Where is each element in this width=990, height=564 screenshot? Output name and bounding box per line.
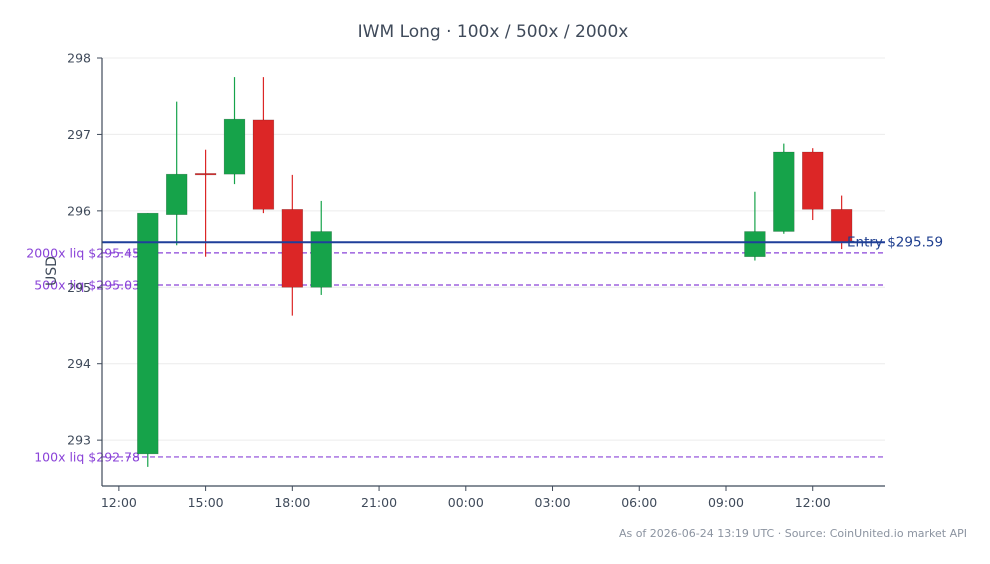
- candle-up: [223, 77, 246, 185]
- entry-line-group: Entry $295.59: [102, 235, 943, 251]
- candle-down: [252, 77, 275, 214]
- x-tick-label: 15:00: [188, 495, 224, 510]
- x-tick-label: 09:00: [708, 495, 744, 510]
- y-tick-label: 293: [67, 433, 91, 448]
- y-axis-label: USD: [44, 256, 60, 286]
- candle-body: [802, 151, 824, 210]
- x-tick-label: 12:00: [101, 495, 137, 510]
- candle-down: [830, 195, 853, 250]
- candle-down: [281, 174, 304, 316]
- liquidation-label: 2000x liq $295.45: [26, 245, 140, 260]
- entry-label: Entry $295.59: [847, 235, 943, 251]
- y-tick-label: 296: [67, 203, 91, 218]
- candle-body: [137, 212, 159, 455]
- candle-up: [773, 143, 795, 234]
- x-tick-label: 03:00: [535, 495, 571, 510]
- y-tick-label: 294: [67, 356, 91, 371]
- x-tick-label: 12:00: [795, 495, 831, 510]
- candle-body: [773, 151, 795, 232]
- x-tick-label: 00:00: [448, 495, 484, 510]
- candle-up: [165, 101, 188, 246]
- axes: 293 294 295 296 297 298 12:00 15:00 18:00 21:00 00…: [67, 51, 885, 510]
- grid: [102, 57, 885, 441]
- y-tick-label: 295: [67, 280, 91, 295]
- y-tick-label: 298: [67, 51, 91, 66]
- liquidation-label: 500x liq $295.03: [34, 277, 140, 292]
- liquidation-label: 100x liq $292.78: [34, 449, 140, 464]
- x-tick-label: 18:00: [274, 495, 310, 510]
- chart-title: IWM Long · 100x / 500x / 2000x: [358, 22, 629, 42]
- y-tick-label: 297: [67, 127, 91, 142]
- candle-up: [137, 212, 159, 467]
- candle-body: [310, 231, 332, 288]
- candle-body: [744, 231, 766, 258]
- candle-body: [223, 118, 246, 175]
- candle-up: [310, 200, 332, 295]
- candle-body: [165, 173, 188, 215]
- candle-body: [194, 173, 217, 176]
- x-tick-label: 06:00: [621, 495, 657, 510]
- candle-body: [281, 209, 304, 288]
- x-tick-label: 21:00: [361, 495, 397, 510]
- candle-down: [802, 148, 824, 221]
- candle-up: [744, 191, 766, 261]
- candle-down: [194, 149, 217, 257]
- footer-source: As of 2026-06-24 13:19 UTC · Source: Coi…: [619, 527, 967, 540]
- candle-body: [252, 119, 275, 210]
- candles: [137, 77, 853, 467]
